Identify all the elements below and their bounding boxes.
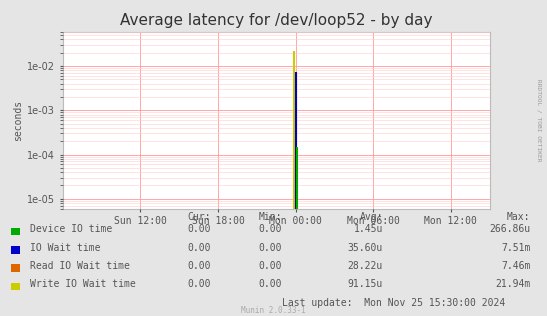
Text: 0.00: 0.00 [258, 279, 282, 289]
Text: IO Wait time: IO Wait time [30, 243, 101, 252]
Text: Min:: Min: [258, 212, 282, 222]
Text: 28.22u: 28.22u [348, 261, 383, 271]
Text: 0.00: 0.00 [187, 261, 211, 271]
Text: 91.15u: 91.15u [348, 279, 383, 289]
Text: 35.60u: 35.60u [348, 243, 383, 252]
Text: 0.00: 0.00 [187, 243, 211, 252]
Text: RRDTOOL / TOBI OETIKER: RRDTOOL / TOBI OETIKER [536, 79, 542, 161]
Text: Read IO Wait time: Read IO Wait time [30, 261, 130, 271]
Text: Max:: Max: [507, 212, 531, 222]
Text: 7.51m: 7.51m [501, 243, 531, 252]
Text: 7.46m: 7.46m [501, 261, 531, 271]
Y-axis label: seconds: seconds [13, 100, 23, 141]
Text: 21.94m: 21.94m [496, 279, 531, 289]
Text: Cur:: Cur: [187, 212, 211, 222]
Text: Munin 2.0.33-1: Munin 2.0.33-1 [241, 307, 306, 315]
Text: 266.86u: 266.86u [490, 224, 531, 234]
Text: Write IO Wait time: Write IO Wait time [30, 279, 136, 289]
Text: 0.00: 0.00 [258, 243, 282, 252]
Text: 0.00: 0.00 [187, 224, 211, 234]
Text: Last update:  Mon Nov 25 15:30:00 2024: Last update: Mon Nov 25 15:30:00 2024 [282, 298, 505, 307]
Text: 0.00: 0.00 [187, 279, 211, 289]
Text: 1.45u: 1.45u [353, 224, 383, 234]
Text: Avg:: Avg: [359, 212, 383, 222]
Text: Device IO time: Device IO time [30, 224, 112, 234]
Title: Average latency for /dev/loop52 - by day: Average latency for /dev/loop52 - by day [120, 13, 433, 28]
Text: 0.00: 0.00 [258, 261, 282, 271]
Text: 0.00: 0.00 [258, 224, 282, 234]
